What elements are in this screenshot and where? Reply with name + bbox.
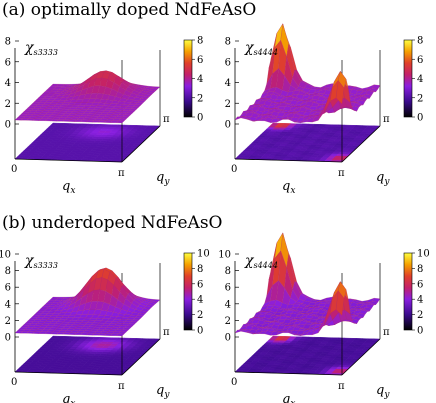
- z-tick-label: 2: [5, 316, 11, 327]
- x-axis-label: qx: [282, 179, 295, 196]
- z-tick-label: 8: [225, 266, 231, 277]
- z-tick-label: 4: [225, 299, 231, 310]
- panel-quantity-subscript: s4444: [253, 48, 277, 57]
- colorbar-tick-label: 2: [197, 310, 203, 321]
- colorbar-tick-label: 4: [417, 74, 423, 85]
- colorbar-tick-label: 6: [417, 55, 423, 66]
- section-title-a: (a) optimally doped NdFeAsO: [2, 0, 257, 20]
- colorbar-tick-label: 2: [417, 310, 423, 321]
- y-axis-pi-label: π: [383, 114, 390, 125]
- z-tick-label: 0: [225, 120, 231, 131]
- z-tick-label: 4: [225, 78, 231, 89]
- z-tick-label: 6: [225, 57, 231, 68]
- z-tick-label: 8: [5, 266, 11, 277]
- y-axis-subscript: y: [383, 177, 390, 187]
- x-axis-subscript: x: [290, 399, 295, 403]
- z-tick-label: 2: [5, 99, 11, 110]
- x-axis-pi-label: π: [338, 168, 345, 179]
- colorbar-tick-label: 6: [417, 279, 423, 290]
- colorbar-tick-label: 8: [417, 264, 423, 275]
- panel-quantity-label: χs3333: [24, 253, 58, 270]
- z-tick-label: 8: [225, 37, 231, 48]
- x-axis-label: qx: [62, 392, 75, 403]
- x-axis-subscript: x: [70, 399, 75, 403]
- colorbar-tick-label: 8: [197, 36, 203, 47]
- y-axis-subscript: y: [163, 177, 170, 187]
- colorbar: [183, 39, 193, 118]
- colorbar-tick-label: 6: [197, 55, 203, 66]
- colorbar-tick-label: 4: [197, 295, 203, 306]
- z-tick-label: 0: [5, 120, 11, 131]
- colorbar-tick-label: 8: [417, 36, 423, 47]
- panel-quantity-label: χs4444: [244, 253, 278, 270]
- colorbar: [403, 252, 413, 331]
- panel-quantity-label: χs4444: [244, 40, 278, 57]
- colorbar-tick-label: 0: [197, 113, 203, 124]
- x-axis-zero-label: 0: [11, 164, 17, 175]
- colorbar-tick-label: 0: [417, 113, 423, 124]
- section-title-b: (b) underdoped NdFeAsO: [2, 213, 223, 233]
- panel-quantity-label: χs3333: [24, 40, 58, 57]
- x-axis-zero-label: 0: [11, 377, 17, 388]
- x-axis-pi-label: π: [118, 381, 125, 392]
- x-axis-zero-label: 0: [231, 164, 237, 175]
- y-axis-pi-label: π: [163, 327, 170, 338]
- z-tick-label: 8: [5, 37, 11, 48]
- x-axis-pi-label: π: [338, 381, 345, 392]
- surface-panel-3: 0 2 4 6 8 10 χs3333 0 π π qx qy 0 2 4 6 8 10: [0, 249, 210, 403]
- y-axis-subscript: y: [163, 390, 170, 400]
- colorbar-tick-label: 0: [417, 326, 423, 337]
- colorbar: [183, 252, 193, 331]
- x-axis-subscript: x: [70, 186, 75, 196]
- y-axis-label: qy: [376, 383, 390, 400]
- z-tick-label: 10: [0, 250, 11, 261]
- z-tick-label: 6: [5, 57, 11, 68]
- y-axis-subscript: y: [383, 390, 390, 400]
- z-tick-label: 0: [225, 333, 231, 344]
- y-axis-label: qy: [376, 170, 390, 187]
- x-axis-subscript: x: [290, 186, 295, 196]
- z-tick-label: 4: [5, 78, 11, 89]
- colorbar-tick-label: 0: [197, 326, 203, 337]
- colorbar-tick-label: 2: [197, 93, 203, 104]
- x-axis-label: qx: [282, 392, 295, 403]
- z-tick-label: 2: [225, 99, 231, 110]
- panel-quantity-subscript: s3333: [33, 48, 57, 57]
- colorbar-tick-label: 4: [197, 74, 203, 85]
- colorbar-tick-label: 4: [417, 295, 423, 306]
- colorbar: [403, 39, 413, 118]
- x-axis-label: qx: [62, 179, 75, 196]
- y-axis-pi-label: π: [163, 114, 170, 125]
- y-axis-label: qy: [156, 383, 170, 400]
- panel-quantity-subscript: s4444: [253, 261, 277, 270]
- y-axis-pi-label: π: [383, 327, 390, 338]
- surface-panel-2: 0 2 4 6 8 χs4444 0 π π qx qy 0 2 4 6 8: [225, 23, 423, 196]
- colorbar-tick-label: 6: [197, 279, 203, 290]
- z-tick-label: 6: [225, 283, 231, 294]
- z-tick-label: 10: [218, 250, 231, 261]
- z-tick-label: 4: [5, 299, 11, 310]
- x-axis-pi-label: π: [118, 168, 125, 179]
- y-axis-label: qy: [156, 170, 170, 187]
- z-tick-label: 0: [5, 333, 11, 344]
- colorbar-tick-label: 2: [417, 93, 423, 104]
- z-tick-label: 2: [225, 316, 231, 327]
- panel-quantity-subscript: s3333: [33, 261, 57, 270]
- surface-panel-1: 0 2 4 6 8 χs3333 0 π π qx qy 0 2 4 6 8: [5, 36, 204, 197]
- surface-panel-4: 0 2 4 6 8 10 χs4444 0 π π qx qy 0 2 4 6 8 10: [218, 232, 430, 403]
- colorbar-tick-label: 10: [417, 249, 430, 260]
- colorbar-tick-label: 10: [197, 249, 210, 260]
- colorbar-tick-label: 8: [197, 264, 203, 275]
- z-tick-label: 6: [5, 283, 11, 294]
- x-axis-zero-label: 0: [231, 377, 237, 388]
